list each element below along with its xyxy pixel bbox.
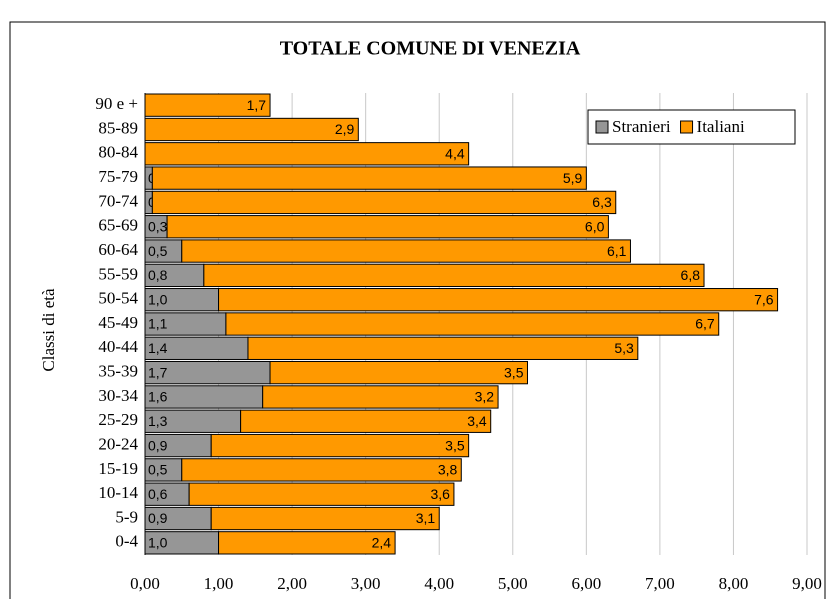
y-tick-label: 80-84	[98, 143, 138, 162]
y-tick-label: 65-69	[98, 216, 138, 235]
x-tick-label: 6,00	[571, 574, 601, 593]
value-label: 3,8	[438, 462, 458, 478]
value-label: 3,2	[475, 389, 495, 405]
value-label: 3,1	[416, 510, 436, 526]
value-label: 0,8	[148, 267, 168, 283]
value-label: 0,5	[148, 462, 168, 478]
bar	[262, 385, 499, 409]
value-label: 3,4	[467, 413, 487, 429]
value-label: 7,6	[754, 291, 774, 307]
chart-title: TOTALE COMUNE DI VENEZIA	[280, 38, 581, 60]
value-label: 1,6	[148, 389, 168, 405]
value-label: 2,4	[372, 535, 392, 551]
bar	[181, 458, 462, 482]
bar	[166, 215, 609, 239]
value-label: 0,6	[148, 486, 168, 502]
y-tick-label: 0-4	[115, 532, 138, 551]
value-label: 3,5	[504, 364, 524, 380]
bar	[247, 336, 639, 360]
x-tick-label: 1,00	[204, 574, 234, 593]
x-tick-label: 2,00	[277, 574, 307, 593]
value-label: 1,3	[148, 413, 168, 429]
value-label: 1,7	[247, 97, 267, 113]
value-label: 6,3	[592, 194, 612, 210]
value-label: 1,0	[148, 291, 168, 307]
x-tick-label: 4,00	[424, 574, 454, 593]
value-label: 1,4	[148, 340, 168, 356]
y-tick-label: 20-24	[98, 434, 138, 453]
x-tick-label: 0,00	[130, 574, 160, 593]
value-label: 6,0	[585, 218, 605, 234]
value-label: 1,0	[148, 535, 168, 551]
y-axis-label: Classi di età	[39, 288, 58, 372]
value-label: 6,8	[681, 267, 701, 283]
value-label: 6,1	[607, 243, 627, 259]
bar	[210, 433, 470, 458]
bar	[144, 117, 359, 142]
bar	[269, 360, 528, 385]
y-tick-label: 15-19	[98, 459, 138, 478]
value-label: 0,9	[148, 437, 168, 453]
y-tick-label: 55-59	[98, 264, 138, 283]
value-label: 3,5	[445, 437, 465, 453]
y-tick-label: 10-14	[98, 483, 138, 502]
value-label: 0,3	[148, 218, 168, 234]
value-label: 3,6	[430, 486, 450, 502]
bar	[151, 166, 587, 190]
x-tick-label: 3,00	[351, 574, 381, 593]
bar	[188, 482, 455, 506]
x-tick-label: 7,00	[645, 574, 675, 593]
legend-label: Stranieri	[612, 117, 671, 136]
value-label: 1,1	[148, 316, 168, 332]
value-label: 1,7	[148, 364, 168, 380]
bar	[144, 93, 271, 117]
y-tick-label: 75-79	[98, 167, 138, 186]
x-tick-label: 9,00	[792, 574, 822, 593]
bar	[144, 142, 470, 166]
y-tick-label: 50-54	[98, 289, 138, 308]
y-tick-label: 30-34	[98, 386, 138, 405]
y-tick-label: 85-89	[98, 118, 138, 137]
legend-swatch	[680, 120, 694, 134]
bar	[151, 190, 617, 215]
value-label: 5,3	[614, 340, 634, 356]
y-tick-label: 5-9	[115, 507, 138, 526]
y-tick-label: 90 e +	[95, 94, 138, 113]
legend-swatch	[595, 120, 609, 134]
y-tick-label: 60-64	[98, 240, 138, 259]
bar	[218, 531, 396, 555]
bar	[203, 263, 705, 288]
value-label: 0,9	[148, 510, 168, 526]
x-tick-label: 5,00	[498, 574, 528, 593]
value-label: 0,5	[148, 243, 168, 259]
bar	[210, 506, 440, 531]
value-label: 6,7	[695, 316, 715, 332]
value-label: 2,9	[335, 121, 355, 137]
bar	[240, 409, 492, 433]
x-tick-label: 8,00	[719, 574, 749, 593]
y-tick-label: 35-39	[98, 362, 138, 381]
value-label: 4,4	[445, 145, 465, 161]
y-tick-label: 40-44	[98, 337, 138, 356]
bar	[225, 312, 720, 336]
value-label: 5,9	[563, 170, 583, 186]
y-tick-label: 45-49	[98, 313, 138, 332]
bar	[181, 239, 631, 263]
bar	[218, 288, 779, 312]
legend-label: Italiani	[697, 117, 745, 136]
y-tick-label: 25-29	[98, 410, 138, 429]
y-tick-label: 70-74	[98, 191, 138, 210]
